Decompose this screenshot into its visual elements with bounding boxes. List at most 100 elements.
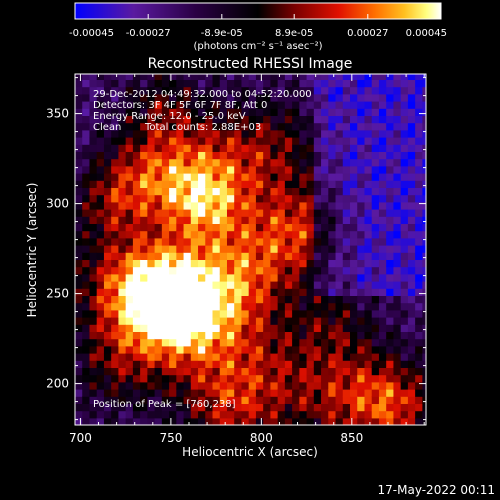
heatmap-cell (364, 108, 373, 116)
heatmap-cell (357, 230, 366, 239)
heatmap-cell (75, 389, 83, 397)
heatmap-cell (176, 273, 185, 282)
heatmap-cell (241, 389, 250, 397)
heatmap-cell (277, 353, 286, 361)
heatmap-cell (378, 302, 387, 311)
heatmap-cell (335, 281, 344, 289)
heatmap-cell (357, 331, 366, 340)
heatmap-cell (378, 86, 387, 95)
heatmap-cell (357, 201, 366, 210)
heatmap-cell (198, 281, 206, 289)
heatmap-cell (118, 309, 127, 318)
heatmap-cell (111, 353, 120, 361)
heatmap-cell (147, 302, 156, 311)
heatmap-cell (378, 201, 387, 210)
heatmap-cell (313, 396, 322, 404)
heatmap-cell (328, 187, 337, 196)
heatmap-cell (226, 317, 235, 325)
heatmap-cell (183, 144, 192, 152)
heatmap-cell (111, 151, 120, 160)
heatmap-cell (299, 266, 308, 275)
heatmap-cell (82, 108, 91, 116)
heatmap-cell (118, 281, 127, 289)
heatmap-cell (350, 137, 358, 145)
heatmap-cell (321, 417, 329, 425)
heatmap-cell (241, 259, 250, 268)
heatmap-cell (255, 165, 264, 174)
heatmap-cell (277, 245, 286, 253)
heatmap-cell (393, 266, 402, 275)
heatmap-cell (132, 223, 141, 232)
colorbar (74, 2, 442, 20)
heatmap-cell (140, 396, 148, 404)
heatmap-cell (226, 252, 235, 260)
heatmap-cell (82, 309, 91, 318)
heatmap-cell (415, 345, 423, 354)
heatmap-cell (234, 403, 243, 412)
heatmap-cell (371, 273, 380, 282)
heatmap-cell (378, 345, 387, 354)
heatmap-cell (313, 122, 322, 131)
heatmap-cell (255, 389, 264, 397)
heatmap-cell (198, 223, 206, 232)
heatmap-cell (306, 187, 315, 196)
heatmap-cell (118, 367, 127, 376)
heatmap-cell (422, 151, 426, 160)
heatmap-cell (299, 201, 308, 210)
heatmap-cell (111, 295, 120, 304)
heatmap-cell (422, 302, 426, 311)
heatmap-cell (350, 360, 358, 368)
heatmap-cell (400, 201, 409, 210)
heatmap-cell (407, 79, 416, 88)
heatmap-cell (140, 194, 148, 203)
heatmap-cell (357, 381, 366, 390)
heatmap-cell (328, 389, 337, 397)
heatmap-cell (82, 86, 91, 95)
heatmap-cell (335, 389, 344, 397)
heatmap-cell (132, 79, 141, 88)
heatmap-cell (176, 410, 185, 419)
heatmap-cell (212, 122, 221, 131)
heatmap-cell (219, 173, 228, 181)
heatmap-cell (169, 252, 177, 260)
heatmap-cell (169, 324, 177, 332)
heatmap-cell (277, 79, 286, 88)
heatmap-cell (248, 237, 257, 246)
heatmap-cell (277, 108, 286, 116)
heatmap-cell (277, 403, 286, 412)
heatmap-cell (263, 201, 272, 210)
y-tick-label: 350 (46, 107, 69, 121)
heatmap-cell (190, 317, 199, 325)
heatmap-cell (198, 216, 206, 224)
heatmap-cell (321, 338, 329, 347)
heatmap-cell (241, 158, 250, 167)
heatmap-cell (82, 417, 91, 425)
heatmap-cell (103, 273, 112, 282)
heatmap-cell (212, 252, 221, 260)
heatmap-cell (103, 381, 112, 390)
heatmap-cell (299, 237, 308, 246)
heatmap-cell (89, 410, 98, 419)
heatmap-cell (306, 345, 315, 354)
heatmap-cell (386, 374, 395, 383)
heatmap-cell (386, 245, 395, 253)
heatmap-cell (82, 93, 91, 102)
heatmap-cell (205, 223, 214, 232)
heatmap-cell (342, 165, 351, 174)
heatmap-cell (169, 209, 177, 217)
heatmap-cell (335, 237, 344, 246)
heatmap-cell (140, 237, 148, 246)
heatmap-cell (321, 165, 329, 174)
heatmap-cell (364, 201, 373, 210)
heatmap-cell (422, 259, 426, 268)
heatmap-cell (357, 288, 366, 296)
heatmap-cell (313, 302, 322, 311)
heatmap-cell (321, 194, 329, 203)
heatmap-cell (89, 396, 98, 404)
heatmap-cell (270, 374, 279, 383)
heatmap-cell (386, 158, 395, 167)
heatmap-cell (118, 295, 127, 304)
heatmap-cell (342, 417, 351, 425)
heatmap-cell (357, 187, 366, 196)
heatmap-cell (234, 223, 243, 232)
